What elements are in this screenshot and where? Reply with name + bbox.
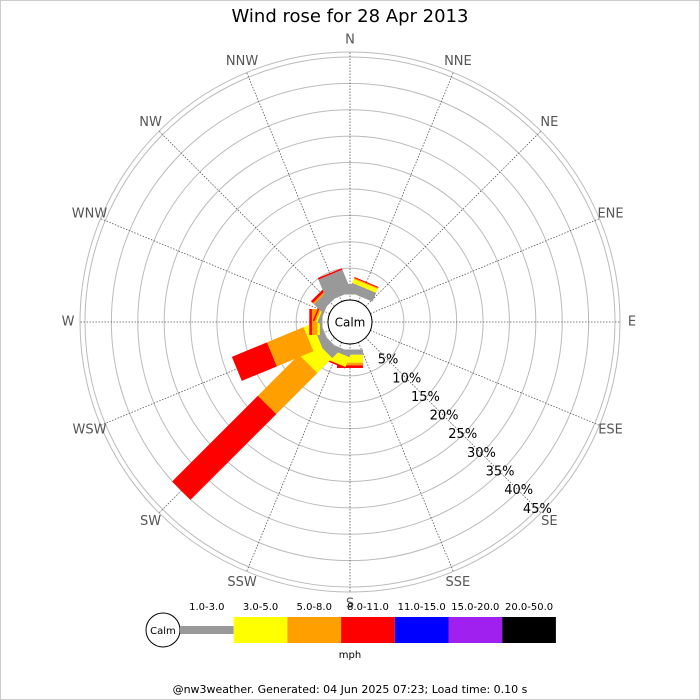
legend-swatch: [448, 617, 503, 643]
bar-segment: [318, 269, 352, 302]
bar-segment: [317, 268, 343, 280]
bar-segment: [337, 365, 363, 368]
direction-label: SSE: [446, 575, 471, 590]
direction-label: N: [345, 33, 355, 48]
direction-label: SE: [541, 514, 557, 529]
spoke: [246, 72, 342, 302]
legend-swatch: [287, 617, 342, 643]
direction-label: ESE: [598, 422, 623, 437]
direction-label: SW: [140, 514, 161, 529]
legend-label: 15.0-20.0: [451, 602, 499, 613]
spoke: [365, 130, 542, 307]
outer-circle: [79, 51, 621, 593]
bar-segment: [231, 342, 277, 381]
direction-label: SSW: [227, 575, 257, 590]
grid-ring: [190, 162, 510, 482]
direction-label: S: [346, 597, 354, 612]
direction-label: W: [62, 315, 75, 330]
direction-label: WNW: [72, 207, 108, 222]
legend-label: 5.0-8.0: [297, 602, 332, 613]
grid-ring: [163, 135, 537, 509]
legend-swatch: [233, 617, 288, 643]
bar-segment: [172, 395, 277, 500]
spoke: [246, 342, 342, 572]
spoke: [158, 130, 335, 307]
spoke: [365, 337, 542, 514]
spoke: [100, 218, 330, 314]
spoke: [370, 330, 600, 426]
bar-segment: [354, 276, 379, 288]
grid-ring: [295, 267, 405, 377]
direction-label: E: [628, 315, 636, 330]
legend-swatch: [180, 626, 234, 634]
legend-label: 20.0-50.0: [505, 602, 553, 613]
direction-label: NNE: [444, 54, 472, 69]
spoke: [370, 218, 600, 314]
bar-segment: [353, 277, 379, 289]
bar-segment: [266, 327, 314, 367]
direction-label: WSW: [72, 422, 106, 437]
legend-label: 8.0-11.0: [347, 602, 389, 613]
bar-segment: [303, 323, 323, 352]
bar-segment: [348, 282, 377, 302]
legend-swatch: [394, 617, 449, 643]
direction-label: ENE: [597, 207, 623, 222]
calm-circle: [327, 299, 373, 345]
calm-label: Calm: [335, 316, 366, 330]
legend-unit: mph: [339, 650, 361, 661]
spoke: [358, 72, 454, 302]
spoke: [100, 330, 330, 426]
direction-label: NNW: [226, 54, 258, 69]
r-tick-label: 5%: [378, 353, 399, 368]
bar-segment: [257, 354, 318, 415]
legend-label: 1.0-3.0: [189, 602, 224, 613]
legend-label: 11.0-15.0: [398, 602, 446, 613]
direction-label: NW: [139, 115, 162, 130]
legend-swatch: [502, 617, 556, 643]
legend-swatch: [341, 617, 395, 643]
legend-label: 3.0-5.0: [243, 602, 278, 613]
chart-title: Wind rose for 28 Apr 2013: [232, 6, 469, 27]
direction-label: NE: [540, 115, 558, 130]
bar-segment: [352, 278, 378, 293]
r-tick-label: 25%: [448, 427, 477, 442]
spoke: [358, 342, 454, 572]
footer: @nw3weather. Generated: 04 Jun 2025 07:2…: [173, 683, 528, 696]
bar-segment: [337, 362, 363, 366]
bar-segment: [309, 309, 312, 335]
r-tick-label: 30%: [467, 446, 496, 461]
bar-segment: [337, 354, 363, 363]
legend-calm-label: Calm: [150, 626, 176, 637]
